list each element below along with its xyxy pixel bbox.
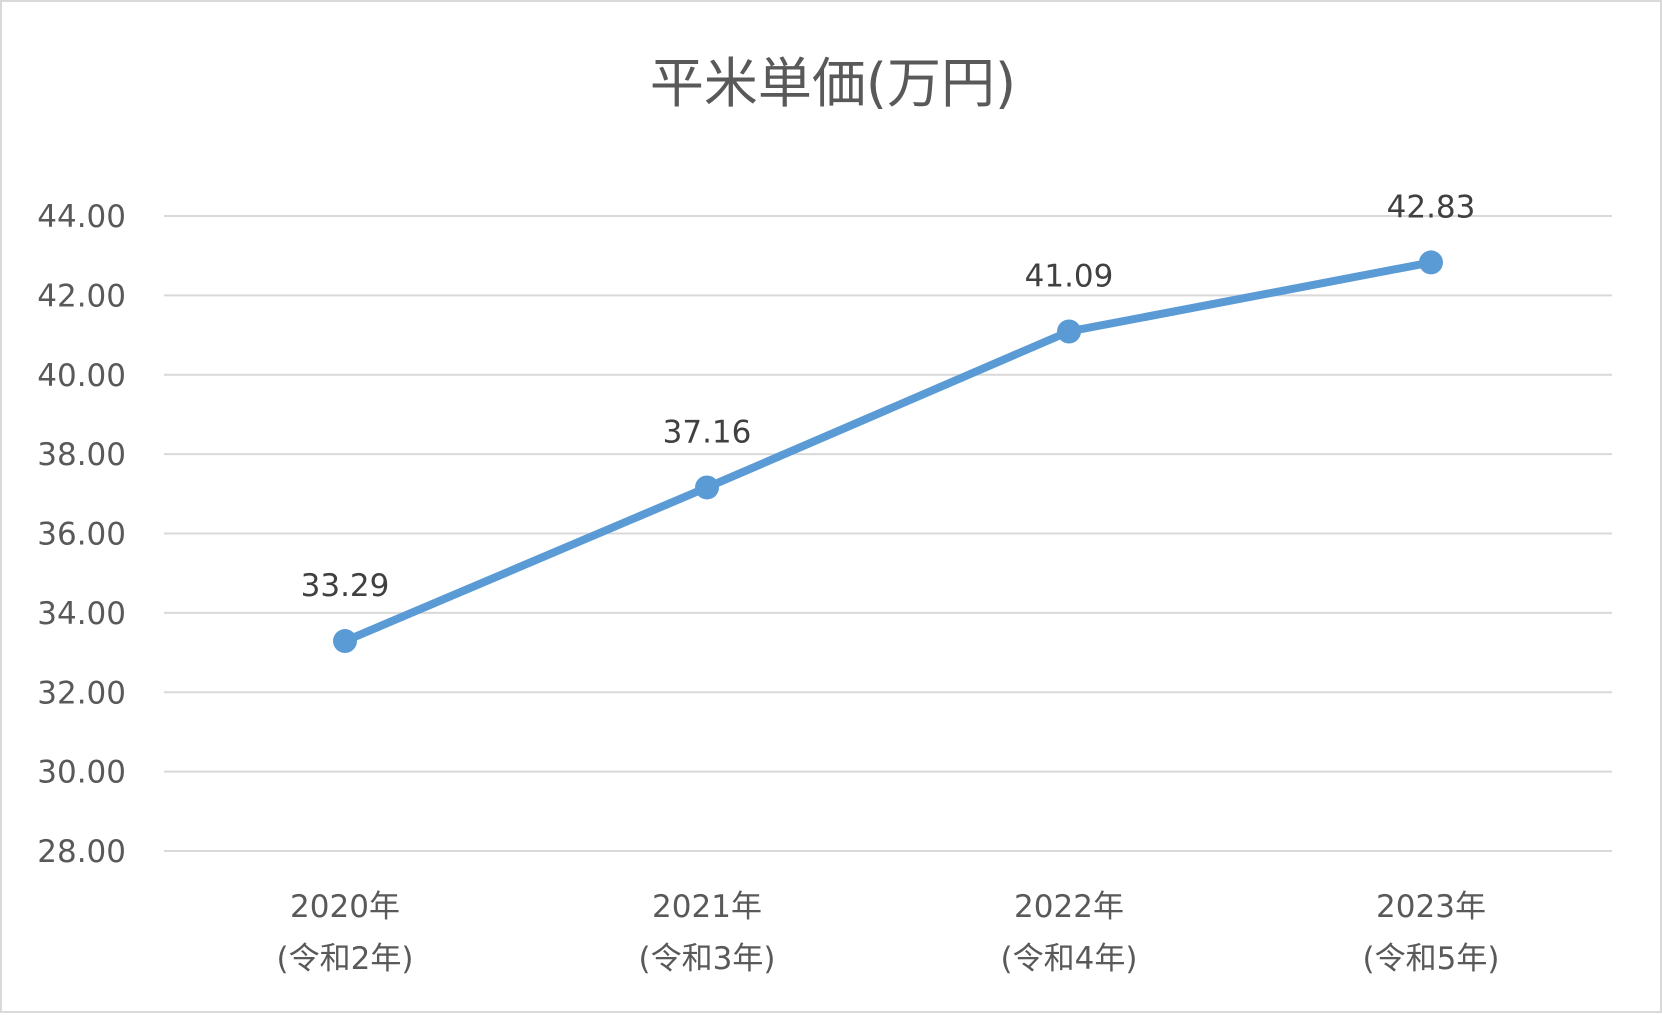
data-point: [1419, 250, 1443, 275]
x-tick-label: 2022年: [1014, 889, 1124, 925]
y-tick-label: 44.00: [37, 199, 126, 235]
y-tick-label: 32.00: [37, 675, 126, 711]
chart-title: 平米単価(万円): [650, 52, 1016, 115]
series-line: [341, 258, 1435, 646]
x-tick-label: 2020年: [290, 889, 400, 925]
data-label: 33.29: [301, 568, 390, 604]
data-point: [695, 475, 719, 500]
x-tick-label: 2023年: [1376, 889, 1486, 925]
data-point: [1057, 319, 1081, 344]
x-tick-label: (令和2年): [277, 941, 414, 977]
x-tick-label: 2021年: [652, 889, 762, 925]
data-label: 37.16: [663, 414, 752, 450]
y-tick-label: 42.00: [37, 278, 126, 314]
y-tick-label: 38.00: [37, 437, 126, 473]
y-tick-label: 40.00: [37, 358, 126, 394]
y-axis-tick-labels: 28.00 30.00 32.00 34.00 36.00 38.00 40.00 42.00…: [37, 199, 126, 870]
data-label: 42.83: [1387, 189, 1476, 225]
data-labels: 33.29 37.16 41.09 42.83: [301, 189, 1476, 604]
x-axis-tick-labels: 2020年 (令和2年) 2021年 (令和3年) 2022年 (令和4年) 2023年 (令…: [277, 889, 1500, 977]
y-tick-label: 36.00: [37, 517, 126, 553]
series-layer: [333, 250, 1443, 654]
x-tick-label: (令和3年): [639, 941, 776, 977]
y-tick-label: 28.00: [37, 834, 126, 870]
data-point: [333, 629, 357, 654]
y-tick-label: 34.00: [37, 596, 126, 632]
x-tick-label: (令和4年): [1001, 941, 1138, 977]
x-tick-label: (令和5年): [1363, 941, 1500, 977]
gridlines: [164, 215, 1612, 852]
data-label: 41.09: [1025, 258, 1114, 294]
y-tick-label: 30.00: [37, 755, 126, 791]
